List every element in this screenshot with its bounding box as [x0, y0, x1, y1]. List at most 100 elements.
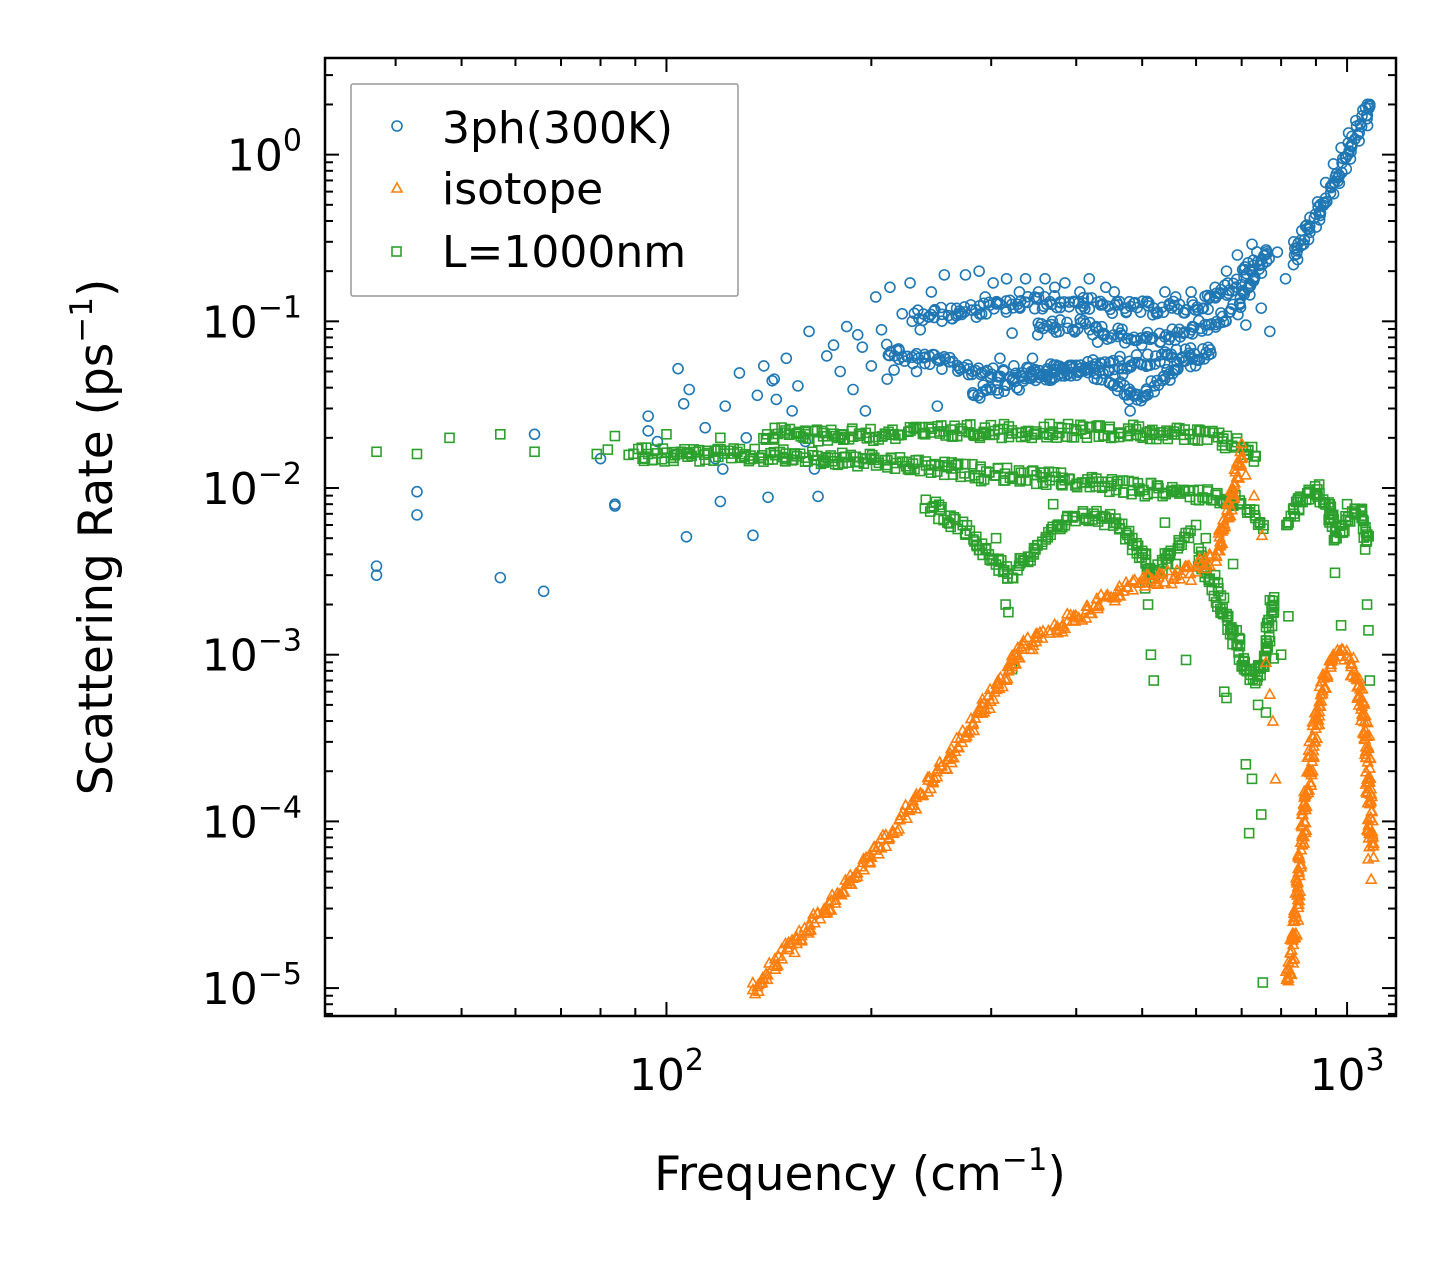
- x-axis-label-text: Frequency (cm: [654, 1147, 1002, 1202]
- data-point: [1087, 361, 1100, 373]
- data-point: [803, 923, 816, 936]
- data-point: [892, 822, 906, 834]
- data-point: [1139, 332, 1151, 344]
- data-point: [371, 446, 382, 458]
- data-point: [966, 368, 978, 381]
- data-point: [1292, 850, 1305, 862]
- y-axis-label: Scattering Rate (ps−1): [64, 279, 124, 796]
- data-point: [642, 410, 654, 422]
- data-point: [1047, 498, 1059, 510]
- data-point: [952, 308, 964, 321]
- data-point: [680, 530, 693, 543]
- data-point: [1048, 466, 1060, 478]
- data-point: [1183, 532, 1195, 544]
- data-point: [893, 812, 907, 824]
- data-point: [837, 885, 851, 897]
- data-point: [1240, 759, 1252, 770]
- data-point: [1317, 668, 1331, 681]
- data-point: [1030, 630, 1044, 642]
- y-tick-label: 10−4: [202, 790, 302, 848]
- data-point: [838, 429, 849, 440]
- data-point: [1173, 572, 1187, 584]
- data-point: [1082, 292, 1094, 304]
- legend-box: [350, 83, 739, 297]
- data-point: [1266, 714, 1280, 726]
- data-point: [444, 432, 455, 444]
- data-point: [757, 360, 770, 372]
- data-point: [924, 781, 938, 794]
- data-point: [494, 571, 507, 584]
- data-point: [1091, 473, 1102, 484]
- data-point: [1140, 568, 1154, 580]
- data-point: [987, 277, 999, 289]
- data-point: [781, 453, 792, 464]
- data-point: [672, 362, 684, 375]
- data-point: [881, 373, 893, 385]
- data-point: [528, 428, 541, 441]
- data-point: [1021, 630, 1035, 643]
- series-0: [370, 98, 1376, 598]
- data-point: [994, 352, 1006, 365]
- data-point: [1130, 349, 1143, 361]
- data-point: [1074, 317, 1087, 329]
- data-point: [1099, 281, 1112, 294]
- data-point: [1079, 302, 1091, 315]
- data-point: [1131, 537, 1142, 549]
- data-point: [1323, 513, 1335, 525]
- data-point: [769, 422, 781, 434]
- data-point: [1013, 651, 1026, 663]
- x-tick-label: 102: [629, 1043, 704, 1101]
- data-point: [822, 902, 836, 915]
- x-tick-exponent: 3: [1366, 1043, 1385, 1078]
- legend-label-isotope: isotope: [442, 164, 603, 215]
- data-point: [1011, 382, 1023, 394]
- data-point: [1229, 465, 1242, 477]
- data-point: [1147, 302, 1160, 314]
- data-point: [939, 761, 953, 774]
- data-point: [1209, 554, 1223, 566]
- data-point: [762, 491, 774, 504]
- data-point: [865, 360, 878, 372]
- data-point: [1020, 475, 1032, 486]
- data-point: [1074, 286, 1086, 298]
- data-point: [1298, 800, 1312, 813]
- data-point: [1152, 480, 1164, 492]
- data-point: [906, 798, 920, 811]
- data-point: [828, 896, 842, 908]
- data-point: [668, 455, 679, 467]
- data-point: [1154, 355, 1166, 368]
- data-point: [1030, 292, 1043, 305]
- data-point: [1299, 823, 1313, 836]
- data-point: [1236, 661, 1247, 672]
- data-point: [856, 341, 869, 353]
- data-point: [1284, 946, 1297, 958]
- data-point: [1205, 347, 1217, 360]
- data-point: [872, 839, 885, 852]
- data-point: [1173, 534, 1184, 546]
- data-point: [1193, 354, 1206, 366]
- data-point: [1302, 764, 1316, 777]
- data-point: [1364, 872, 1378, 884]
- data-point: [1161, 563, 1175, 576]
- data-point: [1008, 360, 1020, 372]
- data-point: [1189, 359, 1202, 372]
- data-point: [1297, 814, 1311, 827]
- data-point: [1080, 599, 1094, 611]
- data-point: [1185, 286, 1197, 298]
- data-point: [1042, 623, 1055, 636]
- data-point: [795, 933, 809, 945]
- y-axis-label-text: Scattering Rate (ps: [69, 343, 124, 796]
- data-point: [1141, 348, 1154, 361]
- data-point: [958, 306, 971, 318]
- legend-marker-3ph: [391, 120, 403, 132]
- data-point: [1099, 519, 1110, 531]
- data-point: [1032, 286, 1045, 298]
- legend: 3ph(300K) isotope L=1000nm: [350, 83, 739, 297]
- data-point: [1194, 424, 1205, 436]
- data-point: [1361, 536, 1372, 548]
- data-point: [1327, 158, 1340, 170]
- data-point: [904, 421, 916, 433]
- data-point: [1132, 477, 1144, 489]
